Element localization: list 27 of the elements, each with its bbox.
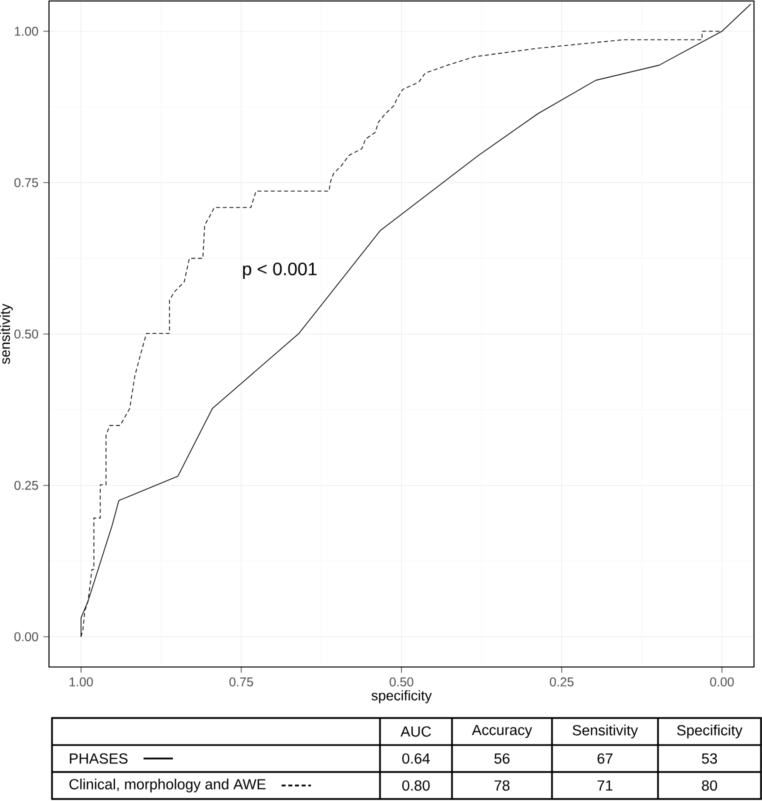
x-tick-label: 0.00 — [710, 677, 734, 686]
x-axis-title: specificity — [372, 690, 432, 704]
y-tick-label: 1.00 — [14, 26, 38, 36]
text: 78 — [494, 780, 510, 791]
text: 67 — [598, 753, 612, 764]
y-tick-label: 0.50 — [14, 330, 38, 338]
text: AUC — [400, 726, 431, 737]
y-tick-label: 0.75 — [14, 178, 38, 188]
y-axis-title: sensitivity — [0, 304, 13, 364]
legend-label: PHASES — [70, 753, 128, 764]
text: 56 — [494, 753, 510, 764]
text: 0.64 — [402, 753, 430, 764]
x-tick-label: 0.75 — [229, 677, 254, 686]
annotation: p < 0.001 — [243, 262, 317, 279]
y-tick-label: 0.00 — [14, 632, 38, 642]
legend-label: Clinical, morphology and AWE — [69, 778, 266, 792]
x-tick-label: 0.50 — [390, 677, 414, 686]
text: Specificity — [677, 724, 742, 738]
text: 0.80 — [402, 780, 430, 791]
text: Sensitivity — [572, 724, 638, 738]
x-tick-label: 1.00 — [70, 677, 93, 686]
text: 53 — [702, 753, 717, 764]
y-tick-label: 0.25 — [14, 480, 38, 490]
text: 71 — [598, 780, 612, 791]
text: 80 — [702, 780, 718, 791]
text: Accuracy — [472, 724, 532, 738]
x-tick-label: 0.25 — [550, 677, 574, 686]
